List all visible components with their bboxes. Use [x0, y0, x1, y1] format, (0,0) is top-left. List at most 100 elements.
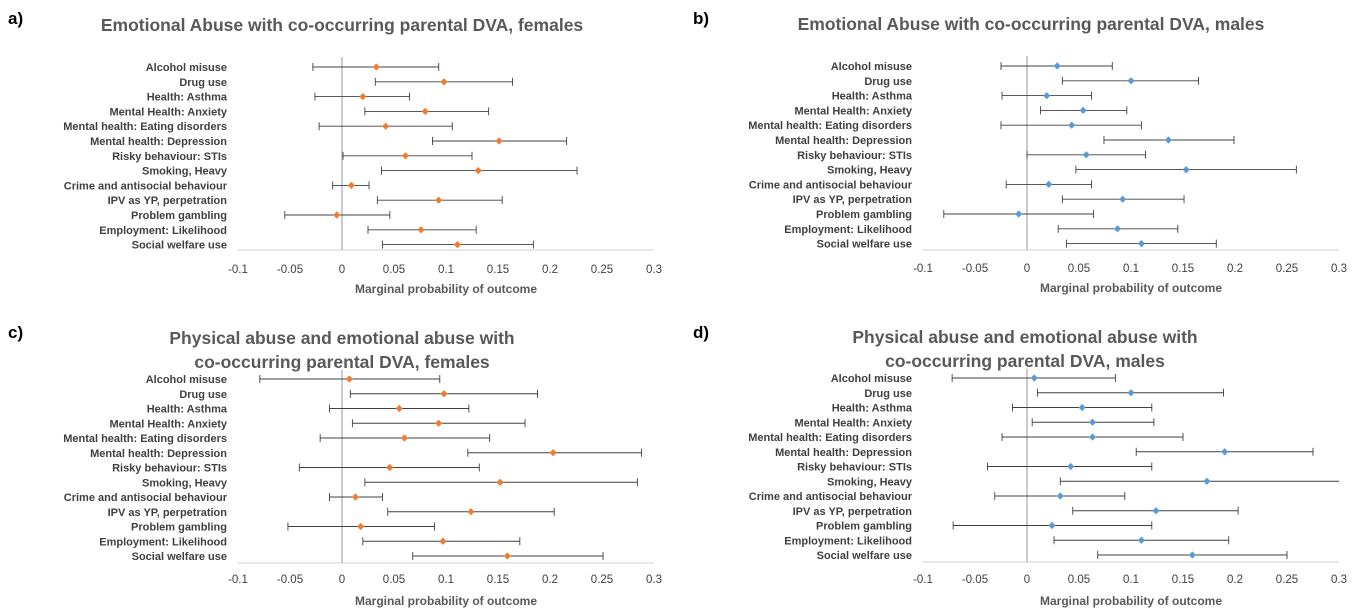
data-point-diamond — [1088, 418, 1097, 426]
x-axis-title: Marginal probability of outcome — [1040, 594, 1222, 608]
category-label: Smoking, Heavy — [827, 476, 913, 488]
x-tick-label: 0.2 — [542, 264, 558, 276]
category-label: Problem gambling — [131, 522, 227, 534]
x-tick-label: -0.1 — [913, 263, 933, 275]
category-label: Health: Asthma — [832, 91, 913, 103]
data-point-diamond — [333, 211, 341, 219]
panel-label: d) — [693, 323, 709, 342]
data-point-diamond — [1182, 166, 1190, 174]
x-axis-title: Marginal probability of outcome — [1040, 281, 1222, 295]
data-point-diamond — [439, 537, 447, 545]
category-label: Mental health: Eating disorders — [63, 121, 227, 133]
category-label: Health: Asthma — [147, 92, 228, 104]
category-label: Risky behaviour: STIs — [112, 151, 227, 163]
category-label: Crime and antisocial behaviour — [749, 179, 913, 191]
x-tick-label: 0.15 — [1172, 263, 1194, 275]
category-label: Mental Health: Anxiety — [794, 105, 912, 117]
data-point-diamond — [1078, 403, 1086, 412]
data-point-diamond — [1119, 195, 1127, 203]
chart-title-line: Physical abuse and emotional abuse with — [169, 328, 514, 348]
category-label: Risky behaviour: STIs — [112, 463, 227, 475]
category-label: Mental health: Depression — [775, 447, 912, 459]
category-label: IPV as YP, perpetration — [793, 506, 913, 518]
x-tick-label: -0.05 — [962, 263, 988, 275]
category-label: Social welfare use — [817, 550, 912, 562]
x-tick-label: 0 — [339, 264, 345, 276]
data-point-diamond — [1088, 433, 1097, 441]
category-label: Crime and antisocial behaviour — [64, 180, 228, 192]
category-label: Social welfare use — [132, 551, 227, 563]
data-point-diamond — [1137, 536, 1145, 544]
category-label: Mental Health: Anxiety — [109, 106, 227, 118]
data-point-diamond — [496, 478, 504, 486]
data-point-diamond — [503, 552, 511, 560]
data-point-diamond — [1068, 121, 1076, 129]
chart-title-line: Physical abuse and emotional abuse with — [852, 327, 1197, 347]
x-tick-label: 0.05 — [1068, 574, 1090, 586]
category-label: Smoking, Heavy — [827, 165, 913, 177]
data-point-diamond — [417, 226, 425, 234]
data-point-diamond — [372, 63, 380, 71]
x-tick-label: 0.25 — [1276, 574, 1298, 586]
x-tick-label: 0.05 — [383, 574, 405, 586]
category-label: Alcohol misuse — [146, 62, 227, 74]
category-label: Problem gambling — [131, 210, 227, 222]
chart-title: Emotional Abuse with co-occurring parent… — [101, 15, 584, 35]
x-axis-title: Marginal probability of outcome — [355, 594, 537, 608]
x-tick-label: 0.1 — [1123, 574, 1139, 586]
data-point-diamond — [400, 434, 408, 442]
x-tick-label: 0.3 — [1331, 574, 1347, 586]
x-tick-label: -0.05 — [962, 574, 988, 586]
x-tick-label: -0.05 — [277, 574, 303, 586]
category-label: Employment: Likelihood — [784, 224, 912, 236]
data-point-diamond — [386, 463, 394, 472]
data-point-diamond — [357, 522, 365, 531]
x-tick-label: 0.1 — [438, 574, 454, 586]
category-label: IPV as YP, perpetration — [108, 195, 228, 207]
panel-label: b) — [693, 9, 709, 28]
x-tick-label: 0.3 — [646, 574, 662, 586]
x-tick-label: 0.15 — [487, 264, 509, 276]
category-label: Mental health: Eating disorders — [748, 120, 912, 132]
x-tick-label: 0 — [1024, 574, 1030, 586]
x-tick-label: 0.15 — [1172, 574, 1194, 586]
x-tick-label: 0.25 — [591, 574, 613, 586]
data-point-diamond — [474, 167, 482, 175]
category-label: Risky behaviour: STIs — [797, 462, 912, 474]
data-point-diamond — [345, 375, 353, 383]
data-point-diamond — [435, 196, 443, 204]
data-point-diamond — [1067, 462, 1075, 471]
data-point-diamond — [421, 107, 429, 115]
category-label: Employment: Likelihood — [99, 536, 227, 548]
category-label: Problem gambling — [816, 521, 912, 533]
category-label: Drug use — [864, 388, 912, 400]
x-tick-label: 0.25 — [1276, 263, 1298, 275]
x-tick-label: 0.3 — [1331, 263, 1347, 275]
category-label: Crime and antisocial behaviour — [749, 491, 913, 503]
data-point-diamond — [382, 122, 390, 130]
data-point-diamond — [1030, 374, 1038, 382]
x-tick-label: -0.1 — [913, 574, 933, 586]
category-label: Mental health: Depression — [90, 448, 227, 460]
data-point-diamond — [1113, 225, 1122, 233]
x-tick-label: 0.2 — [1227, 574, 1243, 586]
data-point-diamond — [453, 241, 462, 249]
data-point-diamond — [359, 93, 367, 101]
x-tick-label: 0.3 — [646, 264, 662, 276]
category-label: Problem gambling — [816, 209, 912, 221]
category-label: Mental Health: Anxiety — [794, 417, 912, 429]
x-axis-title: Marginal probability of outcome — [355, 282, 537, 296]
x-tick-label: 0.2 — [1227, 263, 1243, 275]
category-label: Drug use — [179, 77, 227, 89]
category-label: Employment: Likelihood — [99, 225, 227, 237]
category-label: Alcohol misuse — [146, 374, 227, 386]
category-label: Mental health: Depression — [90, 136, 227, 148]
chart-title-line: co-occurring parental DVA, females — [194, 352, 490, 372]
x-tick-label: 0.25 — [591, 264, 613, 276]
category-label: Social welfare use — [817, 239, 912, 251]
category-label: Mental health: Depression — [775, 135, 912, 147]
data-point-diamond — [1053, 62, 1061, 70]
data-point-diamond — [440, 390, 448, 398]
data-point-diamond — [1137, 240, 1145, 248]
